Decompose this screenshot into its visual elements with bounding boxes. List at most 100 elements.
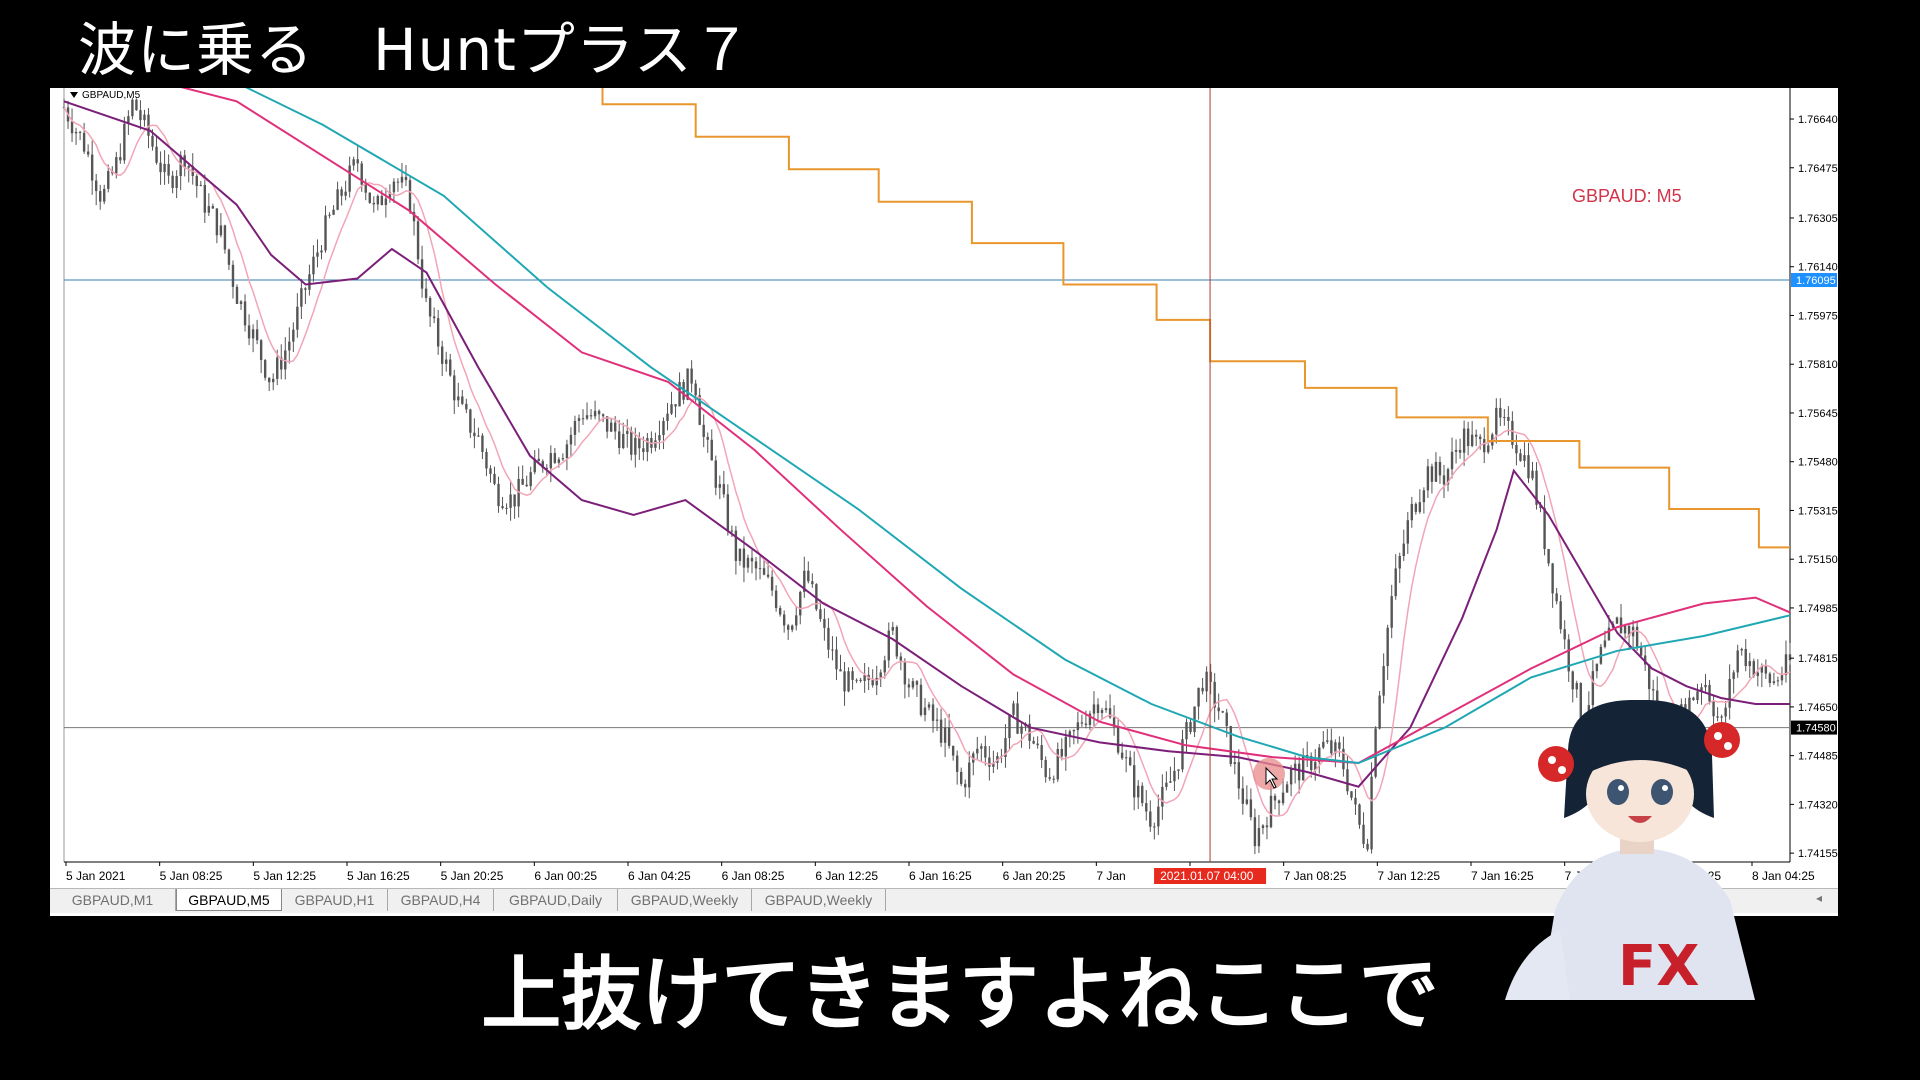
candle-body xyxy=(782,614,786,626)
price-label: 1.74580 xyxy=(1796,723,1836,735)
candle-body xyxy=(1511,420,1514,445)
candle-body xyxy=(734,530,738,561)
avatar-right-bow xyxy=(1704,722,1740,758)
tab-scroll-left-icon[interactable]: ◂ xyxy=(1815,891,1822,905)
candle-body xyxy=(1503,417,1506,419)
candle-body xyxy=(432,316,436,319)
candle-body xyxy=(626,431,629,434)
candle-body xyxy=(219,225,223,236)
candle-body xyxy=(501,506,504,509)
candle-body xyxy=(1169,781,1172,783)
candle-body xyxy=(1100,710,1104,714)
candle-body xyxy=(915,681,919,685)
candle-body xyxy=(1052,778,1055,780)
candle-body xyxy=(883,660,886,673)
candle-body xyxy=(541,461,544,468)
candle-body xyxy=(678,382,681,407)
ma-fast-line xyxy=(63,107,1791,817)
mt4-chart-window[interactable]: 1.76640 1.76475 1.76305 1.76140 1.75975 1.758… xyxy=(50,88,1838,916)
chart-tab[interactable]: GBPAUD,Daily xyxy=(494,889,618,911)
candle-body xyxy=(1647,664,1651,690)
candle-body xyxy=(1221,711,1224,713)
candle-body xyxy=(1213,681,1216,708)
candle-body xyxy=(449,359,452,376)
candle-body xyxy=(984,746,987,758)
candle-body xyxy=(795,615,798,626)
candle-body xyxy=(738,548,742,561)
price-tick-label: 1.74155 xyxy=(1798,848,1838,860)
candle-body xyxy=(1720,716,1723,718)
candle-body xyxy=(569,434,573,445)
candle-body xyxy=(384,198,388,205)
chart-tab[interactable]: GBPAUD,Weekly xyxy=(752,889,886,911)
candle-body xyxy=(634,437,637,455)
candle-body xyxy=(1740,648,1743,651)
candle-body xyxy=(714,460,717,488)
candle-body xyxy=(155,146,158,163)
candle-body xyxy=(70,121,74,134)
candle-body xyxy=(340,189,343,196)
candle-body xyxy=(1784,654,1788,676)
candle-body xyxy=(1297,763,1301,781)
candle-body xyxy=(1326,740,1329,742)
chart-background xyxy=(50,88,1838,888)
candle-body xyxy=(1068,731,1072,737)
candle-body xyxy=(1780,675,1784,681)
candle-body xyxy=(674,404,677,407)
candle-body xyxy=(360,163,363,185)
candle-body xyxy=(927,704,931,708)
candle-body xyxy=(300,288,303,307)
candle-body xyxy=(1575,683,1578,690)
crosshair-time-box xyxy=(1154,868,1267,884)
candle-body xyxy=(899,656,903,662)
candle-body xyxy=(923,707,927,715)
chart-tab[interactable]: GBPAUD,H4 xyxy=(388,889,494,911)
candle-body xyxy=(147,114,150,136)
candle-body xyxy=(766,574,770,577)
candle-body xyxy=(312,256,315,275)
time-tick-label: 7 Jan 08:25 xyxy=(1284,869,1347,883)
candle-body xyxy=(276,357,279,379)
candle-body xyxy=(493,473,496,484)
chart-tab[interactable]: GBPAUD,Weekly xyxy=(618,889,752,911)
avatar-mouth xyxy=(1628,816,1652,823)
avatar-bangs xyxy=(1586,742,1696,774)
chart-tab[interactable]: GBPAUD,H1 xyxy=(282,889,388,911)
chart-tab[interactable]: GBPAUD,M5 xyxy=(176,889,282,911)
candle-body xyxy=(1764,666,1768,674)
candle-body xyxy=(1072,730,1076,732)
candle-body xyxy=(593,410,597,417)
price-chart[interactable]: 1.76640 1.76475 1.76305 1.76140 1.75975 1.758… xyxy=(50,88,1838,888)
candle-body xyxy=(1141,785,1144,804)
candle-body xyxy=(1225,712,1228,727)
candle-body xyxy=(1760,666,1764,673)
candle-body xyxy=(670,404,673,414)
chart-header-label: GBPAUD,M5 xyxy=(82,90,141,101)
candle-body xyxy=(1358,804,1361,825)
candle-body xyxy=(690,368,693,384)
chart-tab[interactable]: GBPAUD,M1 xyxy=(50,889,176,911)
candle-body xyxy=(195,175,198,186)
candle-body xyxy=(1398,556,1401,569)
candle-body xyxy=(1265,825,1269,828)
candle-body xyxy=(533,458,536,473)
candle-body xyxy=(863,674,866,681)
price-tick-label: 1.74985 xyxy=(1798,603,1838,615)
candle-body xyxy=(175,176,178,188)
candle-body xyxy=(1635,626,1639,647)
candle-body xyxy=(1322,741,1325,748)
crosshair-time-label: 2021.01.07 04:00 xyxy=(1160,869,1254,883)
candle-body xyxy=(662,420,665,436)
candle-body xyxy=(1060,748,1063,757)
candle-body xyxy=(976,748,979,754)
candle-body xyxy=(115,157,118,174)
candle-body xyxy=(1145,803,1148,812)
candle-body xyxy=(1289,769,1293,785)
candle-body xyxy=(613,422,617,432)
candle-body xyxy=(1656,690,1659,710)
subtitle-caption: 上抜けてきますよねここで xyxy=(481,948,1439,1041)
candle-body xyxy=(1728,678,1731,708)
candle-body xyxy=(143,114,146,121)
candle-body xyxy=(1559,601,1562,630)
candle-body xyxy=(1390,596,1393,628)
